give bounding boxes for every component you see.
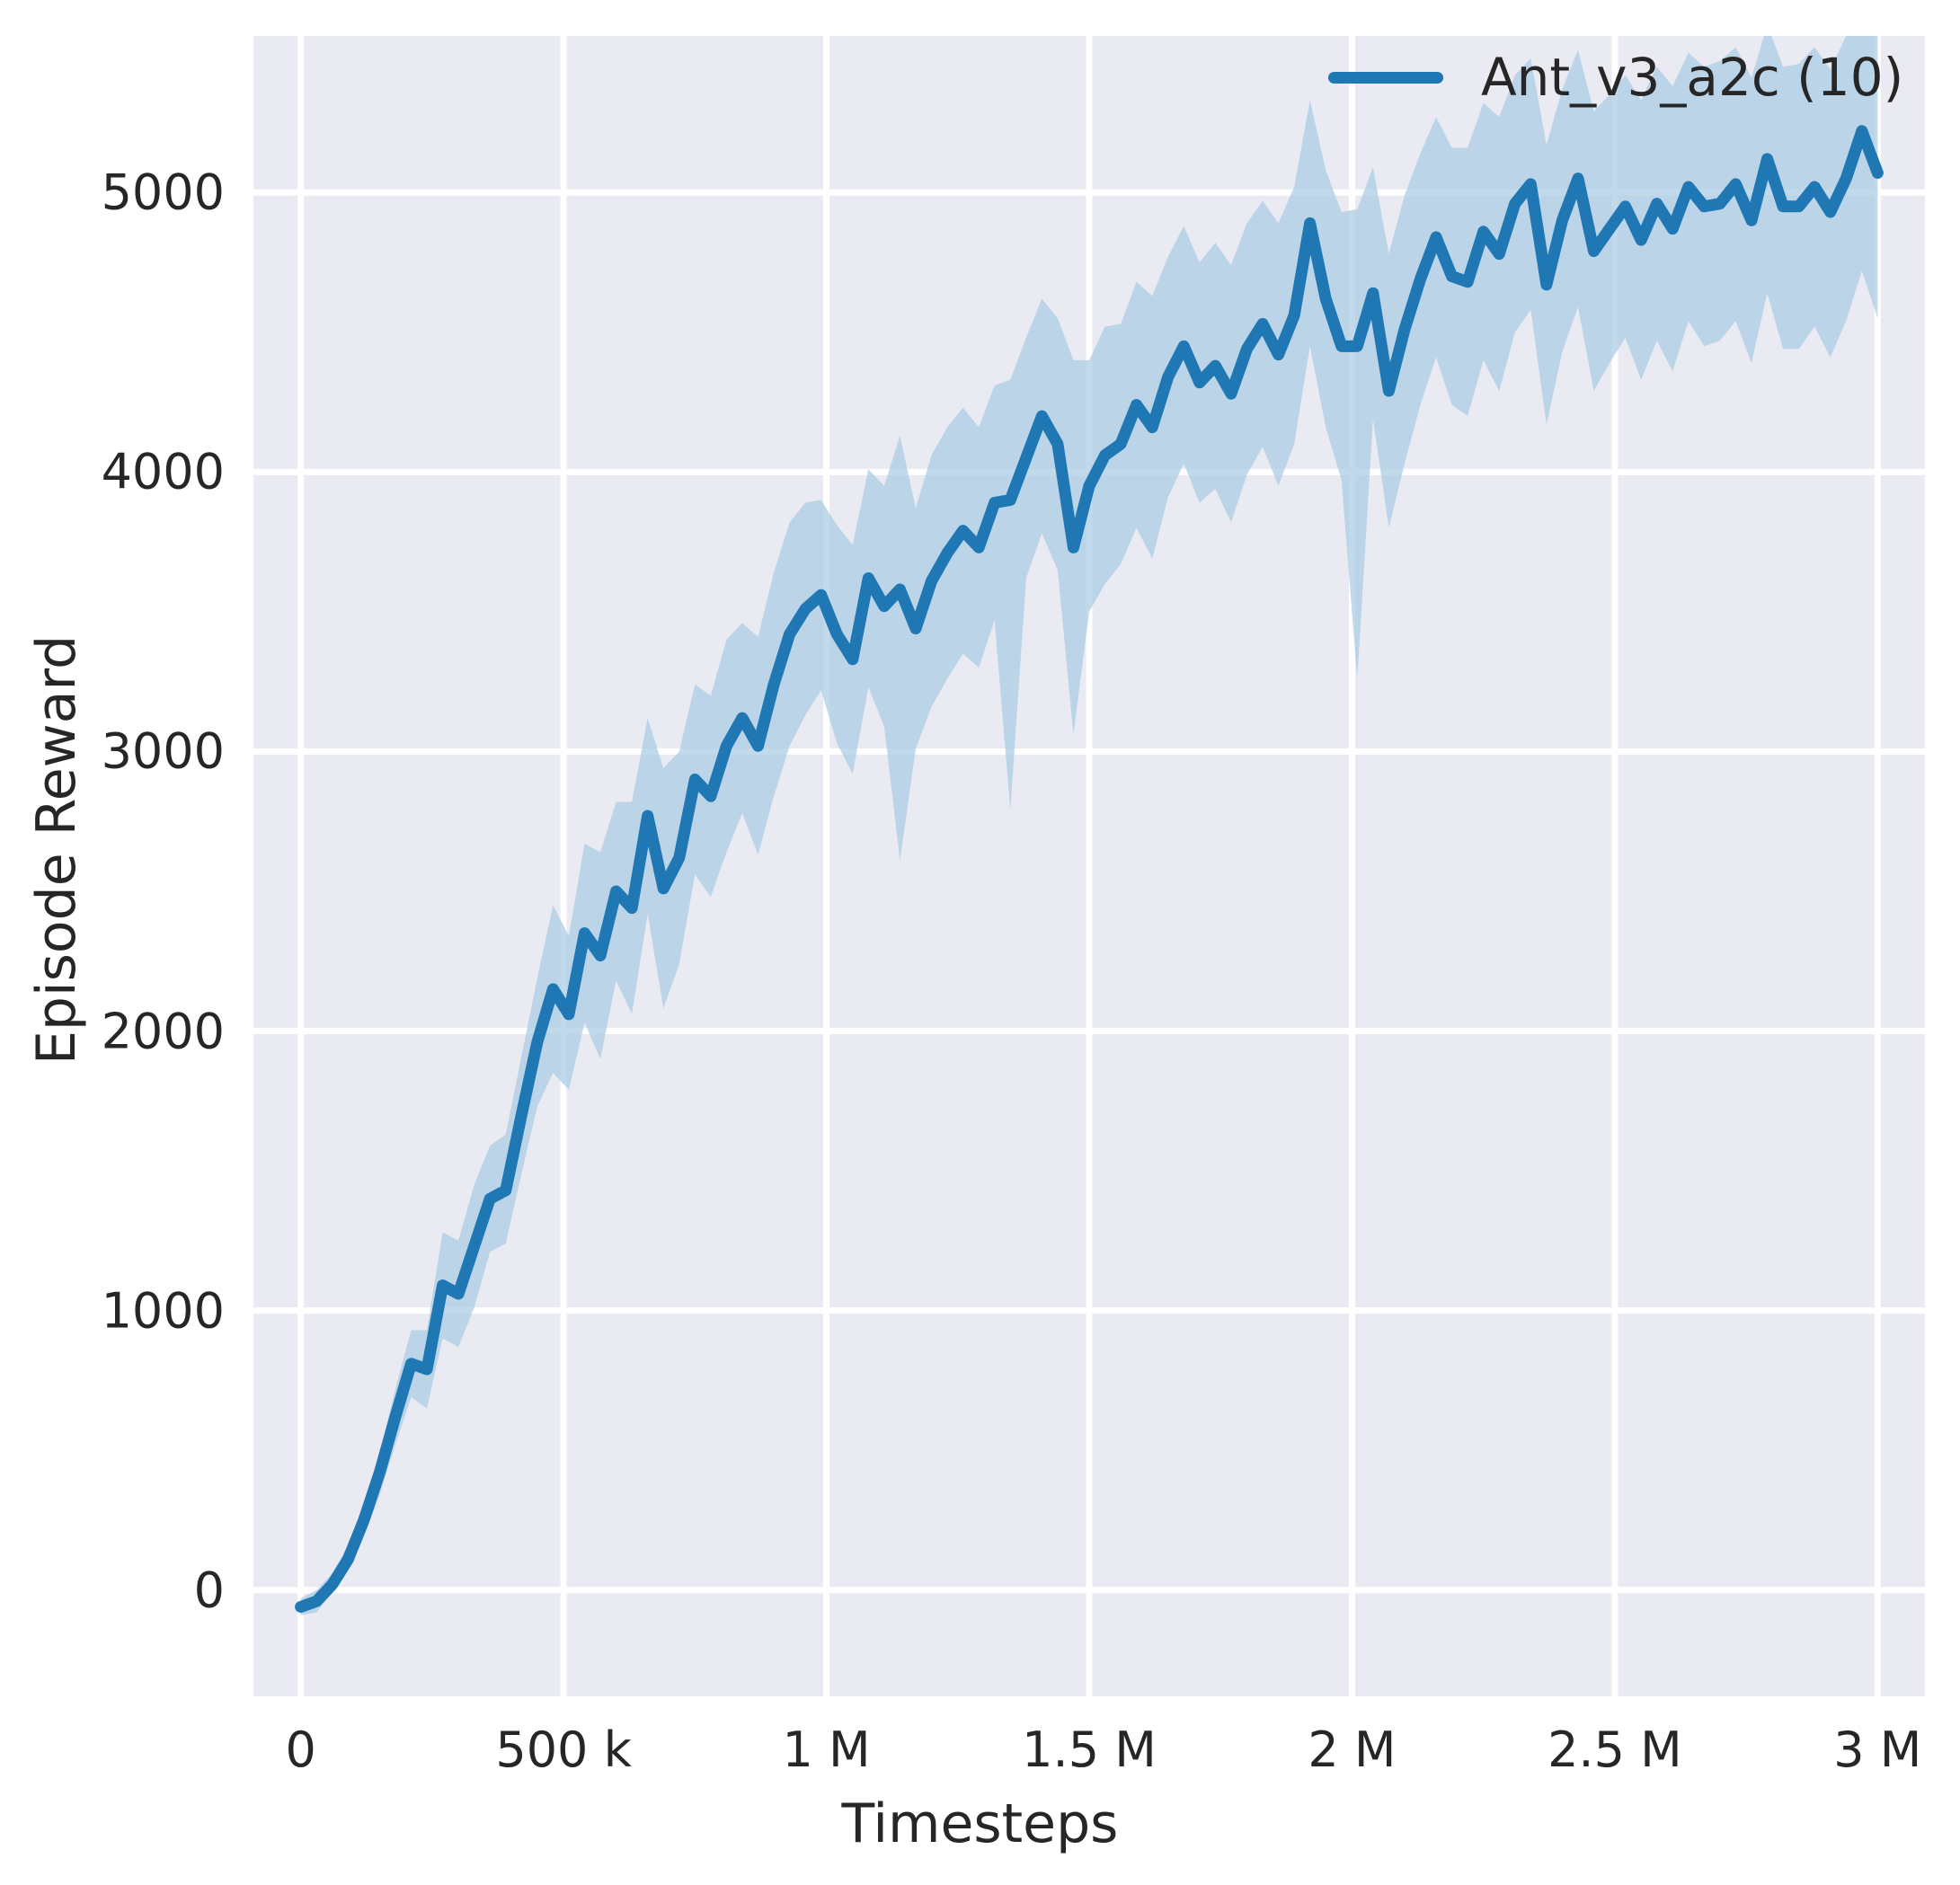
x-tick-label: 2 M xyxy=(1308,1721,1397,1778)
legend: Ant_v3_a2c (10) xyxy=(1328,47,1903,108)
y-tick-label: 4000 xyxy=(101,443,225,500)
x-tick-label: 1 M xyxy=(782,1721,871,1778)
x-tick-label: 1.5 M xyxy=(1022,1721,1157,1778)
x-tick-label: 0 xyxy=(285,1721,316,1778)
y-tick-label: 0 xyxy=(193,1562,225,1619)
y-axis-label: Episode Reward xyxy=(25,634,88,1065)
x-tick-label: 3 M xyxy=(1833,1721,1922,1778)
y-tick-label: 3000 xyxy=(101,722,225,780)
legend-label: Ant_v3_a2c (10) xyxy=(1481,47,1904,108)
x-tick-label: 2.5 M xyxy=(1548,1721,1682,1778)
gridlines xyxy=(253,36,1925,1696)
legend-line-swatch xyxy=(1328,71,1443,84)
x-tick-label: 500 k xyxy=(495,1721,632,1778)
x-axis-label: Timesteps xyxy=(841,1792,1119,1855)
confidence-band xyxy=(300,36,1878,1615)
series-line xyxy=(295,125,1884,1613)
y-tick-label: 2000 xyxy=(101,1003,225,1060)
y-tick-label: 5000 xyxy=(101,164,225,221)
y-tick-label: 1000 xyxy=(101,1282,225,1340)
